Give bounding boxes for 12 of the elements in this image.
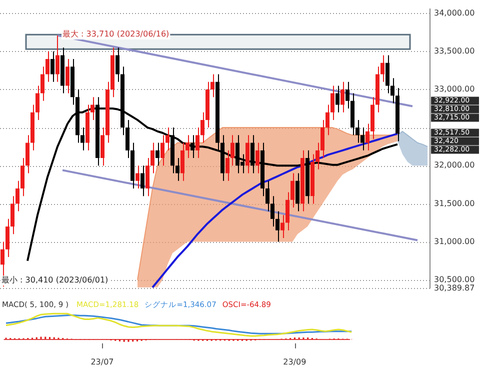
annotation: 最大 : 33,710 (2023/06/16) — [62, 30, 170, 39]
y-tick-label: 31,000.00 — [434, 236, 475, 246]
y-tick-label: 33,000.00 — [434, 84, 475, 94]
y-tick-label: 32,000.00 — [434, 160, 475, 170]
annotation: 最小 : 30,410 (2023/06/01) — [2, 276, 108, 285]
y-tick-label: 30,389.87 — [434, 283, 475, 292]
y-tick-label: 34,000.00 — [434, 8, 475, 18]
x-tick-label: 23/09 — [283, 357, 306, 366]
y-tick-label: 33,500.00 — [434, 46, 475, 56]
x-tick-label: 23/07 — [90, 357, 114, 366]
y-tick-label: 30,500.00 — [434, 274, 475, 284]
y-tick-label: 31,500.00 — [434, 198, 475, 208]
